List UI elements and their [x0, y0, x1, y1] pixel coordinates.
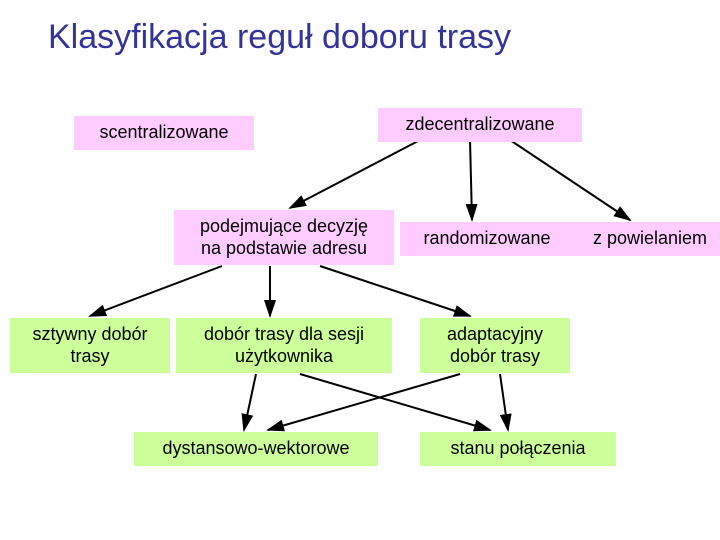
node-podejmujace: podejmujące decyzję na podstawie adresu — [174, 210, 394, 265]
edge-podejmujace-sztywny — [90, 266, 222, 316]
edge-adaptacyjny-dystansowo — [268, 374, 460, 430]
edge-adaptacyjny-stanu — [500, 374, 508, 430]
node-scentralizowane: scentralizowane — [74, 116, 254, 150]
node-zpowielaniem: z powielaniem — [572, 222, 720, 256]
node-doborsesji: dobór trasy dla sesji użytkownika — [176, 318, 392, 373]
node-sztywny: sztywny dobór trasy — [10, 318, 170, 373]
edge-podejmujace-adaptacyjny — [320, 266, 470, 316]
node-zdecentralizowane: zdecentralizowane — [378, 108, 582, 142]
edge-zdecentralizowane-zpowielaniem — [510, 140, 630, 220]
edge-doborsesji-dystansowo — [244, 374, 256, 430]
node-adaptacyjny: adaptacyjny dobór trasy — [420, 318, 570, 373]
edge-zdecentralizowane-podejmujace — [290, 140, 420, 208]
edge-zdecentralizowane-randomizowane — [470, 140, 472, 220]
node-dystansowo: dystansowo-wektorowe — [134, 432, 378, 466]
node-randomizowane: randomizowane — [400, 222, 574, 256]
edge-doborsesji-stanu — [300, 374, 490, 430]
node-stanu: stanu połączenia — [420, 432, 616, 466]
